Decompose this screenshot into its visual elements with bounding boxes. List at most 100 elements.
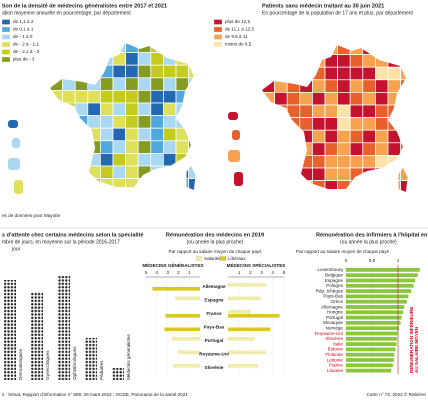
department (312, 167, 326, 181)
department (400, 54, 408, 68)
department (362, 167, 376, 181)
category-label: Espagne (325, 278, 344, 283)
department (163, 43, 177, 53)
annotation: RÉMUNÉRATION INFÉRIEURE (407, 307, 414, 373)
category-label: Royaume-Uni (315, 331, 343, 336)
department (87, 52, 101, 66)
department (400, 104, 408, 118)
overseas-department (14, 180, 23, 194)
department (74, 140, 89, 154)
x-tick-label: 4 (156, 270, 159, 275)
legend-swatch (1, 26, 11, 33)
category-label: Dermatologues (18, 348, 23, 380)
bar (228, 314, 280, 318)
department (50, 43, 63, 53)
legend-swatch (195, 256, 203, 261)
department (286, 45, 301, 55)
department (188, 165, 196, 179)
legend-label: de 11,1 à 12,5 (225, 27, 254, 32)
department (62, 52, 76, 66)
category-label: Ophtalmologues (72, 346, 77, 380)
department (286, 142, 301, 156)
source: s : Sénat, Rapport d'information n° 589,… (2, 392, 188, 397)
bar (178, 350, 200, 355)
department (337, 117, 351, 131)
bar (346, 278, 416, 283)
department (100, 115, 114, 129)
department (112, 64, 126, 79)
department (387, 66, 401, 81)
department (362, 142, 376, 156)
x-tick-label: 3 (166, 270, 169, 275)
department (100, 153, 114, 167)
bar (346, 363, 393, 368)
department (274, 142, 288, 156)
map-subtitle: ation moyenne annuelle en pourcentage, p… (2, 10, 131, 16)
department (337, 167, 351, 181)
department (87, 140, 101, 154)
department (400, 180, 408, 192)
category-label: Allemagne (202, 284, 226, 289)
department (188, 77, 196, 91)
department (337, 104, 351, 118)
department (286, 117, 301, 131)
overseas-department (232, 130, 240, 140)
department (188, 43, 196, 53)
department (262, 45, 275, 55)
department (324, 142, 338, 156)
department (150, 90, 164, 104)
department (137, 90, 152, 104)
department (100, 178, 114, 190)
department (324, 92, 338, 106)
department (163, 127, 177, 142)
overseas-department (228, 150, 240, 162)
department (349, 92, 364, 106)
department (125, 77, 139, 91)
department (349, 142, 364, 156)
department (262, 66, 275, 81)
department (375, 155, 389, 169)
department (349, 129, 364, 144)
annotation: AU SALAIRE MOYEN (414, 326, 419, 373)
department (100, 140, 114, 154)
legend-swatch (1, 41, 11, 48)
department (349, 155, 364, 169)
department (324, 129, 338, 144)
department (87, 127, 101, 142)
department (286, 79, 301, 93)
category-label: France (329, 363, 344, 368)
department (163, 64, 177, 79)
legend-label: de - 2,1 à - 3 (13, 49, 39, 54)
department (62, 43, 76, 53)
department (137, 153, 152, 167)
category-label: Lettonie (327, 357, 344, 362)
bar (173, 364, 200, 368)
department (125, 115, 139, 129)
map-title: Patients sans médecin traitant au 30 jui… (262, 3, 384, 9)
bar (228, 296, 261, 301)
department (188, 102, 196, 116)
legend-swatch (213, 34, 223, 40)
chart-title: Rémunération des infirmiers à l'hôpital … (316, 232, 428, 238)
department (312, 104, 326, 118)
department (400, 117, 408, 131)
department (87, 77, 101, 91)
department (286, 66, 301, 81)
legend-label: de - 2 à - 1,1 (13, 42, 39, 47)
map-note: es de données pour Mayotte (2, 213, 61, 218)
bar (346, 352, 395, 357)
department (137, 165, 152, 179)
bar (346, 342, 397, 346)
department (286, 129, 301, 144)
department (262, 54, 275, 68)
department (125, 102, 139, 116)
department (74, 127, 89, 142)
department (112, 153, 126, 167)
department (362, 66, 376, 81)
department (299, 104, 313, 118)
overseas-department (8, 120, 18, 128)
department (100, 43, 114, 53)
department (100, 102, 114, 116)
x-tick-label: 2 (177, 270, 180, 275)
